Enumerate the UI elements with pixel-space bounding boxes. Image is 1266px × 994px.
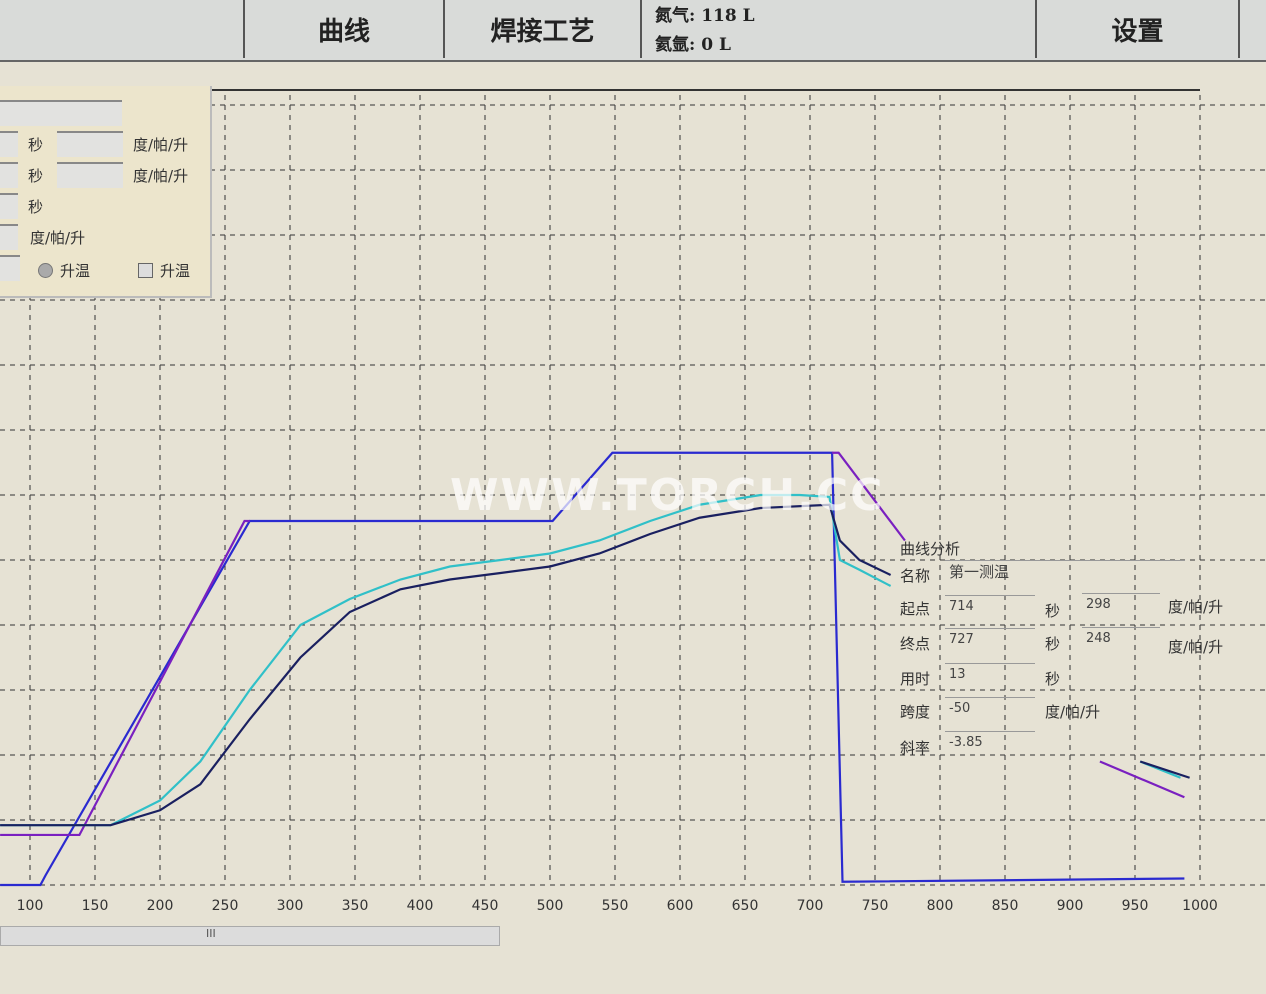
series-line-purple — [0, 519, 250, 837]
param-field-7[interactable] — [0, 255, 20, 281]
gas-2: 氦氩: 0 L — [655, 35, 731, 55]
gas-1: 氮气: 118 L — [655, 6, 755, 26]
x-tick-label: 950 — [1122, 898, 1149, 914]
x-tick-label: 100 — [17, 898, 44, 914]
end-label: 终点 — [900, 635, 931, 653]
param-field-0[interactable] — [0, 100, 122, 126]
name-field[interactable]: 第一测温 — [945, 560, 1185, 583]
x-tick-label: 150 — [82, 898, 109, 914]
series-line-navy — [1139, 760, 1190, 779]
series-line-purple — [1099, 760, 1185, 799]
x-tick-label: 450 — [472, 898, 499, 914]
parameter-panel: 秒 度/帕/升 秒 度/帕/升 秒 度/帕/升 升温 升温 — [0, 86, 212, 298]
param-field-5[interactable] — [0, 193, 18, 219]
start-value-field[interactable]: 298 — [1082, 593, 1160, 616]
x-tick-label: 650 — [732, 898, 759, 914]
horizontal-scrollbar[interactable]: III — [0, 926, 500, 946]
duration-label: 用时 — [900, 670, 931, 688]
series-line-setpoint — [0, 451, 1185, 887]
start-time-field[interactable]: 714 — [945, 595, 1035, 618]
unit-rate: 度/帕/升 — [133, 136, 189, 154]
scroll-grip-icon[interactable]: III — [206, 927, 216, 940]
x-tick-label: 600 — [667, 898, 694, 914]
x-tick-label: 500 — [537, 898, 564, 914]
x-tick-label: 550 — [602, 898, 629, 914]
series-line-cyan — [0, 493, 892, 827]
param-field-4[interactable] — [57, 162, 123, 188]
curve-analysis-panel: 曲线分析 名称 第一测温 起点 714 秒 298 度/帕/升 终点 727 秒… — [895, 535, 1255, 760]
tab-curve[interactable]: 曲线 — [245, 0, 445, 58]
heat-checkbox[interactable] — [138, 263, 153, 278]
gas-readout: 氮气: 118 L 氦氩: 0 L — [655, 2, 755, 60]
start-label: 起点 — [900, 600, 931, 618]
top-bar: 曲线 焊接工艺 氮气: 118 L 氦氩: 0 L 设置 — [0, 0, 1266, 62]
param-field-3[interactable] — [0, 162, 18, 188]
slope-field[interactable]: -3.85 — [945, 731, 1035, 754]
x-tick-label: 800 — [927, 898, 954, 914]
series-line-purple — [832, 451, 906, 542]
x-tick-label: 250 — [212, 898, 239, 914]
analysis-title: 曲线分析 — [900, 540, 961, 558]
param-field-1[interactable] — [0, 131, 18, 157]
x-tick-label: 750 — [862, 898, 889, 914]
heat-radio[interactable] — [38, 263, 53, 278]
param-field-6[interactable] — [0, 224, 18, 250]
series-line-navy — [0, 503, 892, 827]
x-tick-label: 200 — [147, 898, 174, 914]
watermark: WWW.TORCH.CC — [450, 470, 885, 521]
unit-sec: 秒 — [1045, 670, 1061, 688]
span-field[interactable]: -50 — [945, 697, 1035, 720]
unit-sec: 秒 — [1045, 602, 1061, 620]
param-field-2[interactable] — [57, 131, 123, 157]
slope-label: 斜率 — [900, 739, 931, 757]
settings-button[interactable]: 设置 — [1035, 0, 1240, 58]
unit-sec: 秒 — [1045, 635, 1061, 653]
blank-cell — [0, 0, 245, 58]
unit-sec: 秒 — [28, 136, 44, 154]
tab-welding-process[interactable]: 焊接工艺 — [445, 0, 642, 58]
unit-sec: 秒 — [28, 198, 44, 216]
x-tick-label: 1000 — [1182, 898, 1218, 914]
span-label: 跨度 — [900, 703, 931, 721]
x-tick-label: 900 — [1057, 898, 1084, 914]
x-tick-label: 350 — [342, 898, 369, 914]
checkbox-label: 升温 — [160, 262, 191, 280]
unit-rate: 度/帕/升 — [1168, 638, 1224, 656]
unit-rate: 度/帕/升 — [1045, 703, 1101, 721]
end-value-field[interactable]: 248 — [1082, 627, 1160, 650]
name-label: 名称 — [900, 567, 931, 585]
unit-sec: 秒 — [28, 167, 44, 185]
end-time-field[interactable]: 727 — [945, 628, 1035, 651]
x-tick-label: 300 — [277, 898, 304, 914]
unit-rate: 度/帕/升 — [1168, 598, 1224, 616]
x-tick-label: 700 — [797, 898, 824, 914]
unit-rate: 度/帕/升 — [30, 229, 86, 247]
x-tick-label: 850 — [992, 898, 1019, 914]
unit-rate: 度/帕/升 — [133, 167, 189, 185]
duration-field[interactable]: 13 — [945, 663, 1035, 686]
radio-label: 升温 — [60, 262, 91, 280]
x-tick-label: 400 — [407, 898, 434, 914]
